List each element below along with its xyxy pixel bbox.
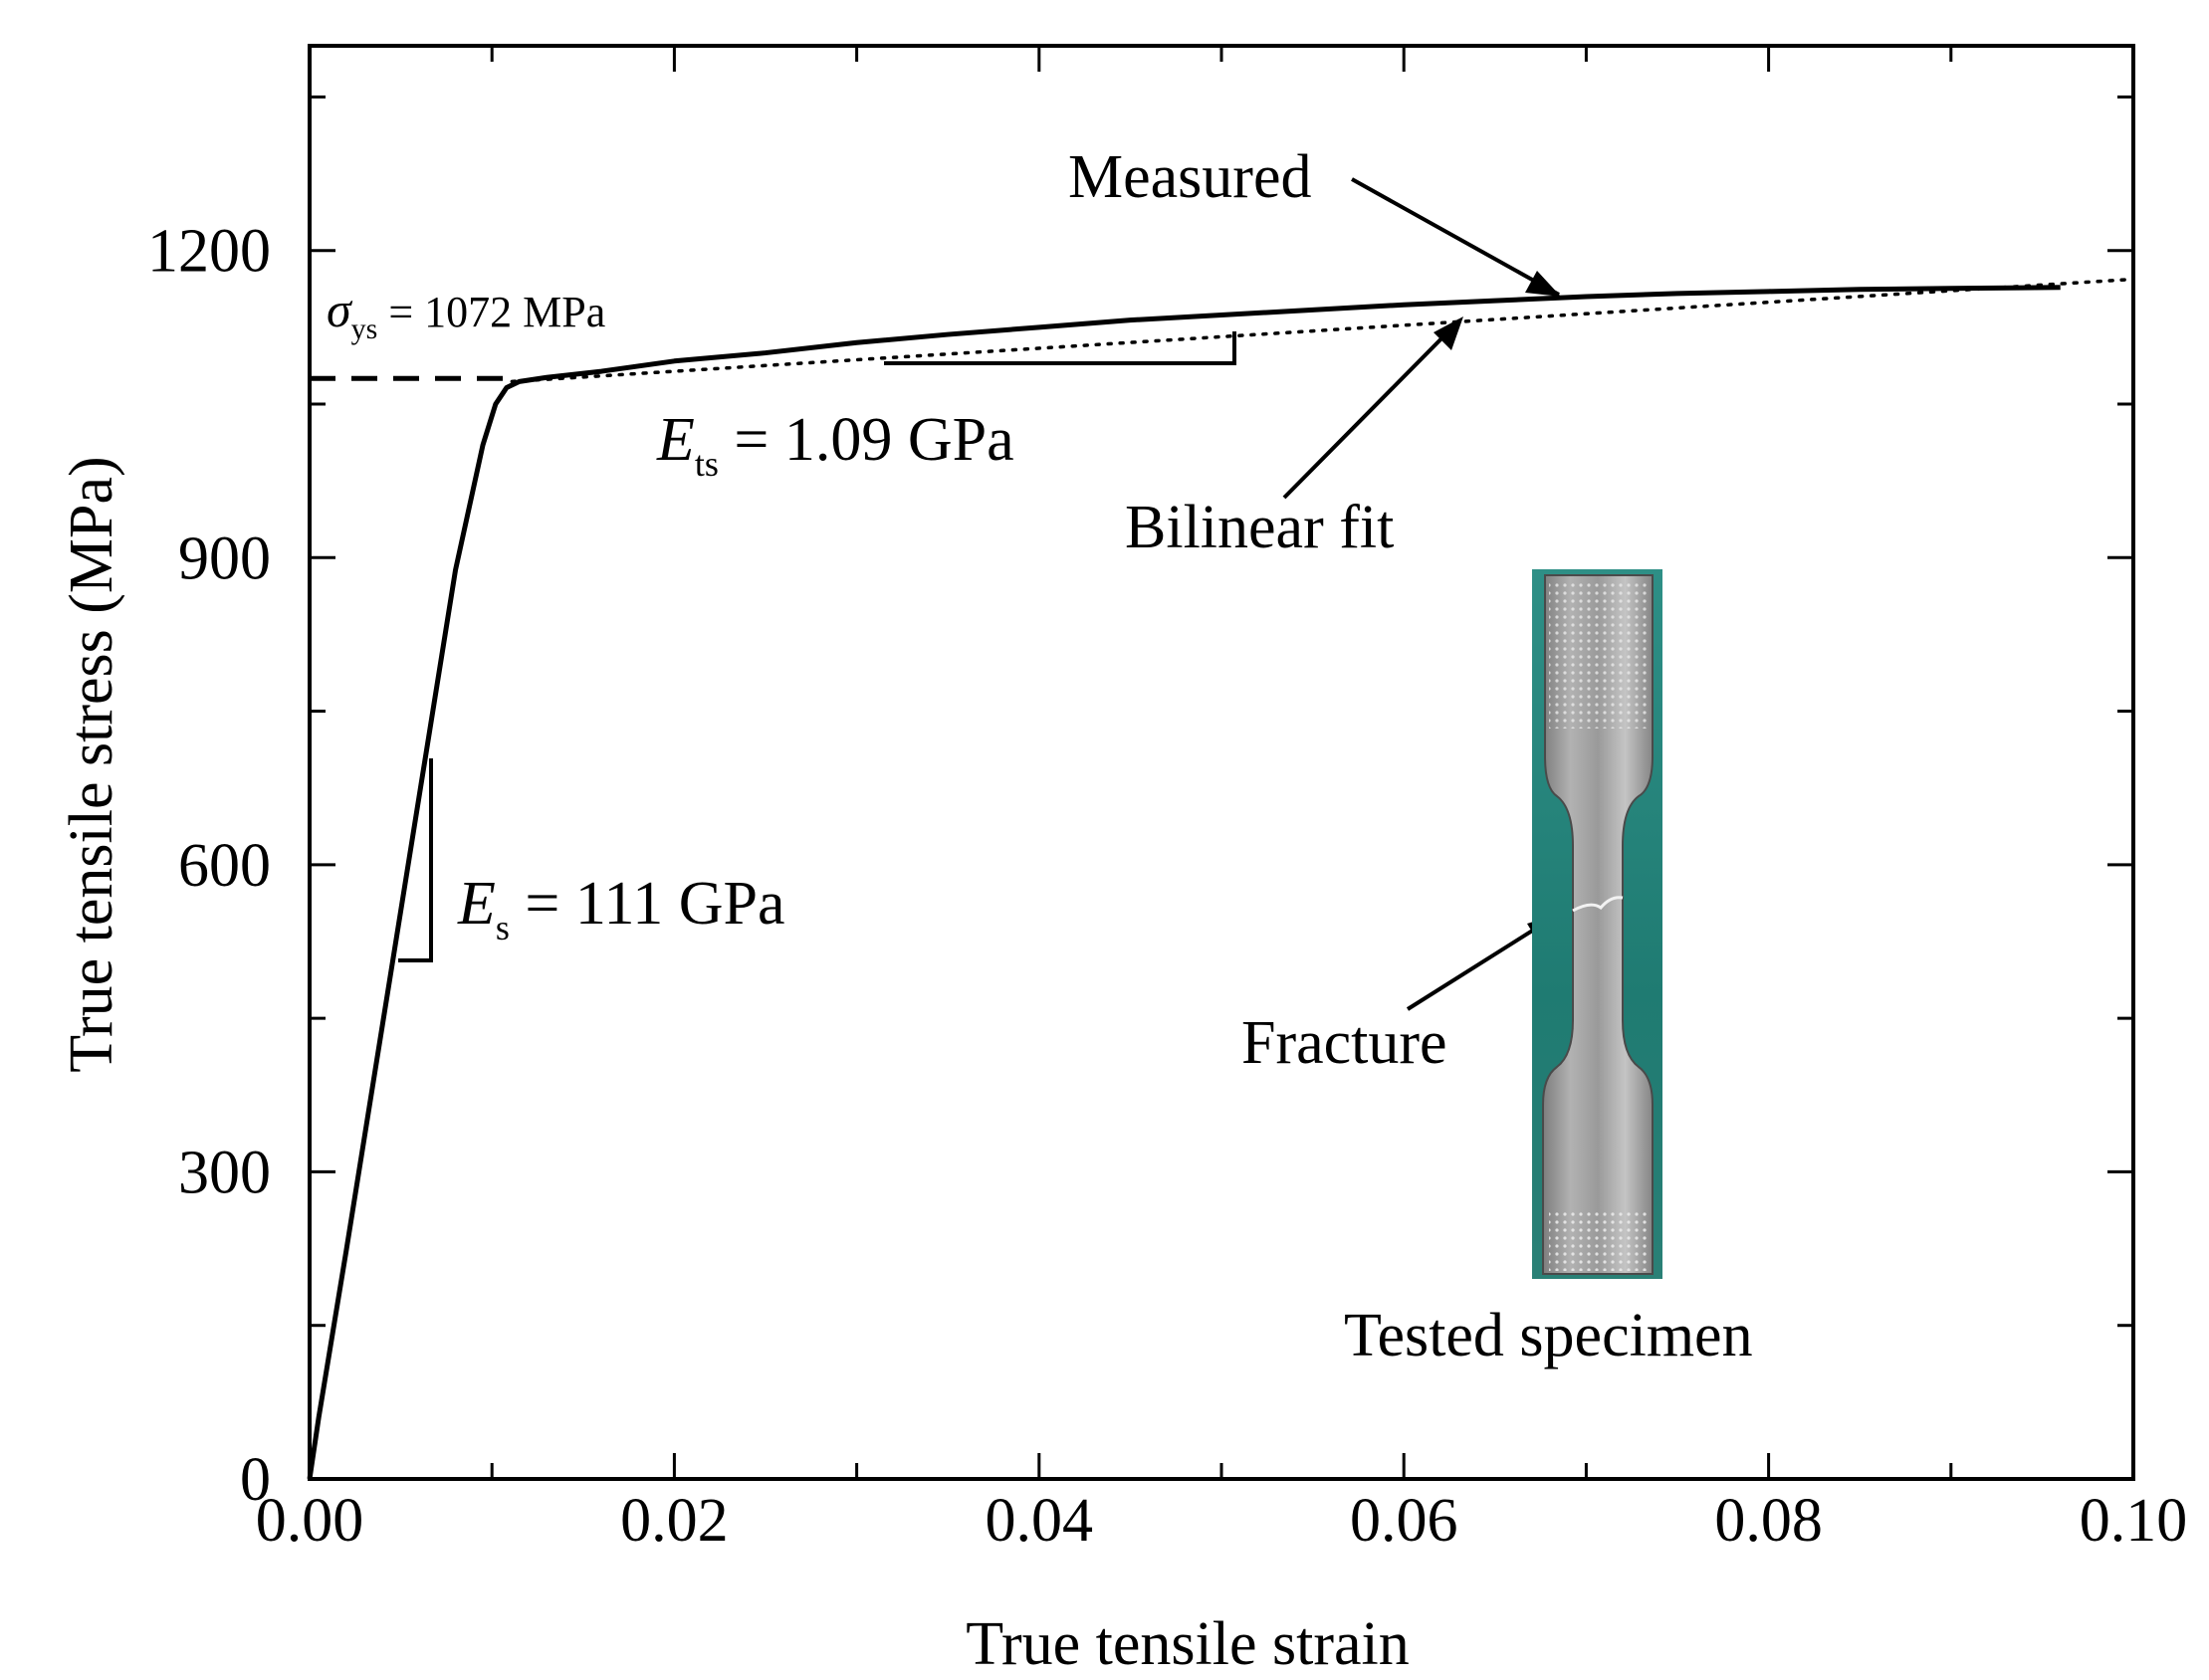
y-tick-label: 900 (178, 525, 271, 592)
measured-label: Measured (1068, 143, 1311, 211)
ets-subscript: ts (695, 444, 719, 484)
series-group (307, 277, 2135, 1480)
series-measured (307, 285, 2061, 1480)
sigma-symbol: σ (327, 282, 353, 337)
x-tick-label: 0.08 (1714, 1487, 1823, 1555)
y-tick-label: 1200 (147, 218, 271, 286)
series-bilinear-fit (510, 277, 2135, 384)
sigma-subscript: ys (351, 313, 378, 345)
x-tick-label: 0.10 (2080, 1487, 2188, 1555)
x-tick-label: 0.04 (986, 1487, 1094, 1555)
axis-ticks (308, 46, 2135, 1481)
es-symbol: E (457, 870, 496, 938)
fracture-arrow (1406, 916, 1555, 1011)
plot-frame (308, 44, 2135, 1481)
bilinear-fit-label: Bilinear fit (1125, 494, 1394, 561)
ets-symbol: E (656, 406, 695, 474)
es-slope-triangle (398, 758, 433, 962)
x-tick-label: 0.06 (1350, 1487, 1458, 1555)
sigma-value: = 1072 MPa (377, 288, 605, 336)
measured-arrowhead (1525, 271, 1561, 297)
ets-slope-triangle (884, 331, 1236, 365)
measured-arrow (1351, 177, 1560, 297)
y-tick-label: 300 (178, 1139, 271, 1206)
y-tick-label: 0 (240, 1446, 271, 1514)
x-tick-label: 0.02 (620, 1487, 729, 1555)
x-tick-labels: 0.00 0.02 0.04 0.06 0.08 0.10 (256, 1487, 2188, 1555)
es-subscript: s (496, 908, 510, 947)
ets-value: = 1.09 GPa (719, 406, 1014, 474)
tangent-modulus-annotation: Ets = 1.09 GPa (656, 406, 1014, 484)
x-tick-label: 0.00 (256, 1487, 364, 1555)
y-axis-label: True tensile stress (MPa) (58, 456, 125, 1072)
bilinear-fit-arrowhead (1434, 316, 1463, 350)
specimen-label: Tested specimen (1344, 1302, 1753, 1369)
x-axis-label: True tensile strain (966, 1610, 1409, 1678)
elastic-modulus-annotation: Es = 111 GPa (457, 870, 785, 947)
tested-specimen-photo (1532, 569, 1662, 1279)
fracture-label: Fracture (1241, 1009, 1447, 1077)
bilinear-fit-arrow (1282, 318, 1461, 500)
yield-stress-annotation: σys = 1072 MPa (327, 282, 605, 345)
y-tick-label: 600 (178, 832, 271, 900)
y-tick-labels: 0 300 600 900 1200 (147, 218, 271, 1514)
es-value: = 111 GPa (510, 870, 785, 938)
